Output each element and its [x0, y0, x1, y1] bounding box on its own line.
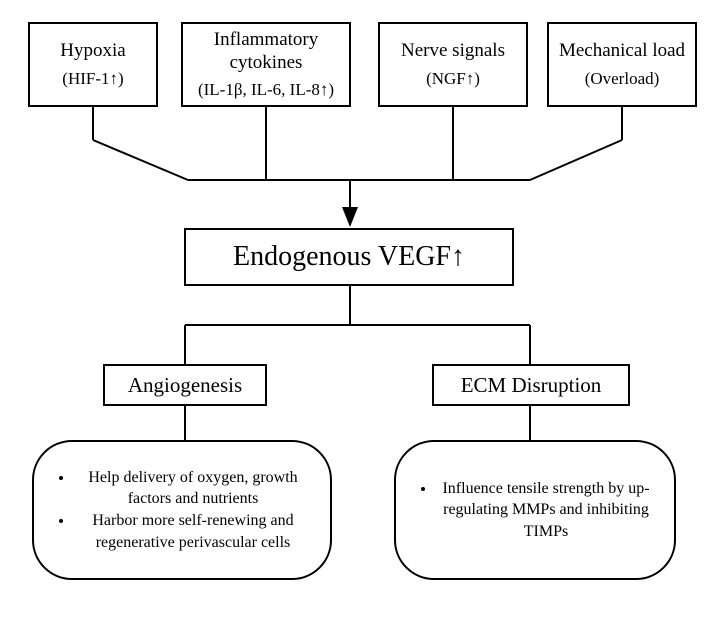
cytokines-title: Inflammatory cytokines [187, 29, 345, 75]
angio-detail-item: Help delivery of oxygen, growth factors … [74, 467, 312, 510]
ecm-label: ECM Disruption [461, 373, 602, 398]
hypoxia-sub: (HIF-1↑) [62, 69, 123, 89]
node-angiogenesis: Angiogenesis [103, 364, 267, 406]
ecm-detail-list: Influence tensile strength by up-regulat… [414, 478, 656, 543]
cytokines-sub: (IL-1β, IL-6, IL-8↑) [198, 80, 334, 100]
angio-detail-item: Harbor more self-renewing and regenerati… [74, 510, 312, 553]
mechanical-title: Mechanical load [559, 40, 685, 63]
node-hypoxia: Hypoxia (HIF-1↑) [28, 22, 158, 107]
nerve-sub: (NGF↑) [426, 69, 480, 89]
ecm-detail-item: Influence tensile strength by up-regulat… [436, 478, 656, 543]
node-ecm: ECM Disruption [432, 364, 630, 406]
node-ecm-detail: Influence tensile strength by up-regulat… [394, 440, 676, 580]
hypoxia-title: Hypoxia [60, 40, 125, 63]
angio-detail-list: Help delivery of oxygen, growth factors … [52, 467, 312, 553]
node-cytokines: Inflammatory cytokines (IL-1β, IL-6, IL-… [181, 22, 351, 107]
node-mechanical: Mechanical load (Overload) [547, 22, 697, 107]
mechanical-sub: (Overload) [585, 69, 660, 89]
node-angio-detail: Help delivery of oxygen, growth factors … [32, 440, 332, 580]
angiogenesis-label: Angiogenesis [128, 373, 242, 398]
node-vegf: Endogenous VEGF↑ [184, 228, 514, 286]
nerve-title: Nerve signals [401, 40, 505, 63]
vegf-label: Endogenous VEGF↑ [233, 241, 465, 273]
node-nerve: Nerve signals (NGF↑) [378, 22, 528, 107]
